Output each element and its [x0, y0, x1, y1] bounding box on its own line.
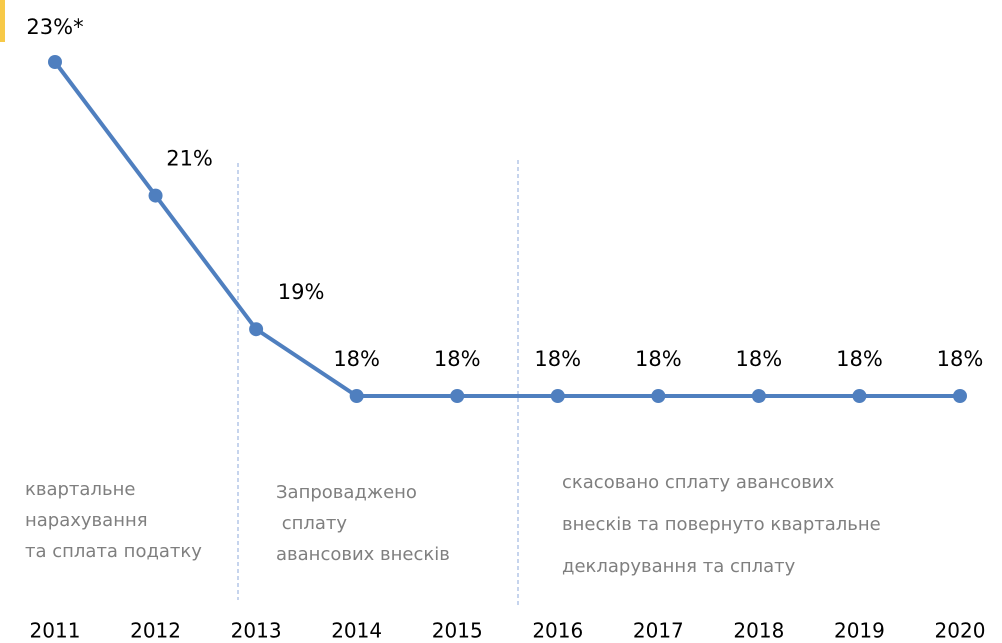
corner-mark [0, 0, 5, 42]
annotation: скасовано сплату авансових [562, 472, 835, 493]
annotation: внесків та повернуто квартальне [562, 514, 881, 535]
data-label: 19% [278, 280, 325, 304]
data-label: 18% [434, 347, 481, 371]
x-tick-label: 2020 [935, 619, 986, 643]
x-tick-label: 2016 [532, 619, 583, 643]
data-label: 18% [736, 347, 783, 371]
annotation: Запроваджено [276, 482, 417, 503]
point [450, 389, 465, 403]
line [53, 60, 960, 398]
x-tick-label: 2013 [231, 619, 282, 643]
point [48, 55, 62, 69]
annotation: авансових внесків [276, 544, 450, 565]
data-label: 23%* [26, 15, 83, 39]
annotation: квартальне [25, 479, 135, 500]
point [148, 188, 163, 203]
x-tick-label: 2017 [633, 619, 684, 643]
point [349, 389, 364, 403]
x-tick-label: 2015 [432, 619, 483, 643]
x-tick-label: 2014 [331, 619, 382, 643]
point [852, 389, 867, 403]
point [550, 389, 565, 403]
annotation: та сплата податку [25, 541, 202, 562]
point [953, 389, 967, 403]
data-label: 18% [635, 347, 682, 371]
point [249, 322, 264, 337]
annotation: декларування та сплату [562, 556, 796, 577]
point [651, 389, 666, 403]
data-label: 18% [836, 347, 883, 371]
annotation: нарахування [25, 510, 148, 531]
data-label: 18% [333, 347, 380, 371]
data-label: 21% [166, 147, 213, 171]
annotation: сплату [276, 513, 347, 534]
data-label: 18% [937, 347, 984, 371]
data-label: 18% [534, 347, 581, 371]
x-tick-label: 2011 [30, 619, 81, 643]
x-tick-label: 2019 [834, 619, 885, 643]
point [751, 389, 766, 403]
x-tick-label: 2012 [130, 619, 181, 643]
x-tick-label: 2018 [733, 619, 784, 643]
